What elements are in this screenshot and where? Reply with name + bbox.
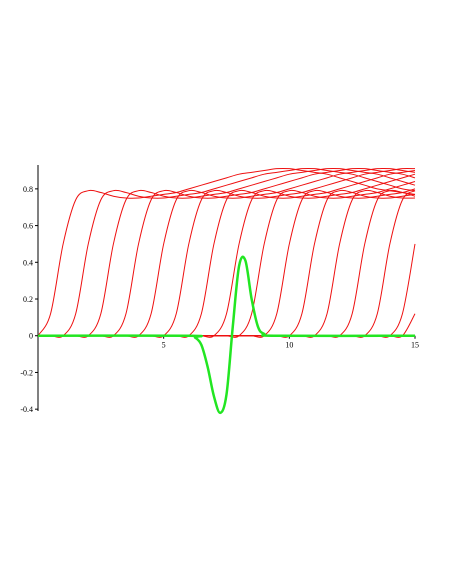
y-tick-label: -0.4: [20, 405, 33, 414]
y-tick-label: -0.2: [20, 368, 33, 377]
y-tick-label: 0.8: [23, 185, 33, 194]
series-line: [38, 243, 416, 338]
y-tick-label: 0.4: [23, 258, 33, 267]
y-tick-label: 0: [29, 332, 33, 341]
series-line: [37, 255, 416, 415]
series-line: [37, 167, 416, 337]
x-tick-label: 5: [162, 341, 166, 350]
x-tick-label: 10: [285, 341, 293, 350]
y-tick-label: 0.2: [23, 295, 33, 304]
y-tick-label: 0.6: [23, 222, 33, 231]
x-tick-label: 15: [411, 341, 419, 350]
series-line: [38, 313, 416, 338]
series-line: [38, 167, 416, 338]
